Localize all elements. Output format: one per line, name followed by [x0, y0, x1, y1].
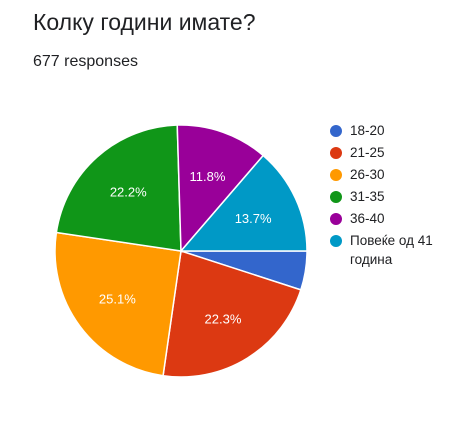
legend-item-1: 18-20: [330, 121, 445, 140]
slice-label-5: 11.8%: [190, 169, 226, 184]
pie-slices: [54, 124, 308, 378]
legend-item-5: 36-40: [330, 209, 445, 228]
legend-swatch: [330, 147, 342, 159]
legend-swatch: [330, 213, 342, 225]
pie-slice-2: [162, 250, 302, 378]
pie-slice-4: [55, 124, 182, 252]
pie-slice-labels: 22.3% 25.1% 22.2% 11.8% 13.7%: [99, 169, 272, 326]
legend-label: 31-35: [350, 189, 385, 204]
legend-label: Повеќе од 41 година: [350, 233, 433, 267]
question-title: Колку години имате?: [33, 9, 256, 35]
legend-label: 18-20: [350, 123, 385, 138]
slice-label-2: 22.3%: [205, 311, 242, 326]
pie-slice-3: [54, 231, 182, 377]
legend-item-2: 21-25: [330, 143, 445, 162]
slice-label-6: 13.7%: [235, 211, 272, 226]
legend-swatch: [330, 125, 342, 137]
pie-slice-5: [176, 124, 265, 253]
slice-label-4: 22.2%: [110, 185, 147, 200]
slice-label-3: 25.1%: [99, 291, 136, 306]
legend-item-4: 31-35: [330, 187, 445, 206]
legend-label: 26-30: [350, 167, 385, 182]
legend-swatch: [330, 191, 342, 203]
legend-label: 36-40: [350, 211, 385, 226]
legend-label: 21-25: [350, 145, 385, 160]
legend-item-3: 26-30: [330, 165, 445, 184]
response-count: 677 responses: [33, 53, 138, 70]
pie-slice-6: [179, 154, 308, 252]
chart-legend: 18-20 21-25 26-30 31-35 36-40 Повеќе од 41 го…: [330, 121, 445, 272]
legend-swatch: [330, 169, 342, 181]
legend-swatch: [330, 235, 342, 247]
legend-item-6: Повеќе од 41 година: [330, 231, 445, 269]
